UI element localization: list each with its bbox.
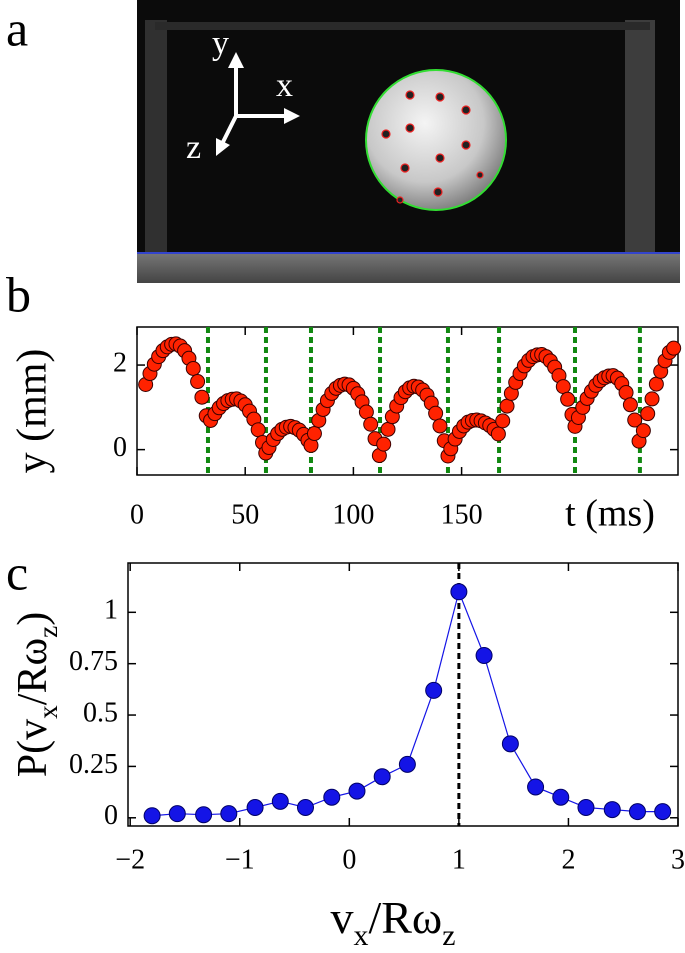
y-tick-label: 0.75 <box>69 646 118 677</box>
data-point <box>185 360 201 376</box>
label-part: z <box>442 919 455 952</box>
data-point <box>450 583 468 601</box>
plot-frame <box>127 562 679 827</box>
data-point <box>495 413 511 429</box>
y-tick-label: 2 <box>113 347 127 378</box>
data-point <box>577 799 595 817</box>
data-point <box>499 398 515 414</box>
y-tick-label: 0 <box>104 800 118 831</box>
y-tick-label: 0 <box>113 432 127 463</box>
data-point <box>603 801 621 819</box>
y-tick-label: 0.25 <box>69 749 118 780</box>
label-part: x <box>354 919 369 952</box>
x-tick-label: 0 <box>130 499 144 530</box>
panel-label: b <box>6 266 31 322</box>
label-part: /Rω <box>10 638 56 705</box>
label-part: z <box>33 626 63 638</box>
data-point <box>168 805 186 823</box>
data-point <box>306 426 322 442</box>
plot-frame <box>136 326 679 476</box>
data-point <box>348 782 366 800</box>
data-line <box>152 589 663 817</box>
data-point <box>644 391 660 407</box>
data-point <box>560 391 576 407</box>
data-point <box>475 646 493 664</box>
x-tick-label: 2 <box>561 844 575 875</box>
data-point <box>635 423 651 439</box>
panel-label: a <box>6 0 28 56</box>
y-tick-label: 0.5 <box>83 697 118 728</box>
x-tick-label: 0 <box>342 844 356 875</box>
axis-label: x <box>276 67 293 104</box>
axis-label: vx/Rωz <box>331 892 456 953</box>
data-point <box>296 799 314 817</box>
x-tick-label: 50 <box>231 499 259 530</box>
data-point <box>190 374 206 390</box>
data-point <box>432 418 448 434</box>
data-point <box>648 376 664 392</box>
label-part: ) <box>10 612 56 626</box>
data-point <box>666 340 682 356</box>
x-tick-label: −1 <box>225 844 255 875</box>
data-point <box>220 805 238 823</box>
x-tick-label: −2 <box>115 844 145 875</box>
data-point <box>250 422 266 438</box>
data-point <box>622 397 638 413</box>
data-point <box>501 735 519 753</box>
label-part: /Rω <box>368 892 442 943</box>
data-point <box>271 792 289 810</box>
data-point <box>640 406 656 422</box>
data-point <box>376 436 392 452</box>
data-point <box>552 788 570 806</box>
x-tick-label: 1 <box>452 844 466 875</box>
x-tick-label: 3 <box>671 844 685 875</box>
panel-label: c <box>6 544 28 600</box>
y-tick-label: 1 <box>104 595 118 626</box>
label-part: v <box>331 892 354 943</box>
data-point <box>363 416 379 432</box>
data-point <box>627 412 643 428</box>
photo: y x z <box>137 0 680 283</box>
y-axis-label: y (mm) <box>10 349 56 474</box>
data-point <box>373 768 391 786</box>
data-point <box>425 681 443 699</box>
data-point <box>490 426 506 442</box>
axis-label: z <box>186 129 201 166</box>
data-point <box>143 807 161 825</box>
x-axis-label: t (ms) <box>565 493 655 535</box>
data-point <box>246 799 264 817</box>
data-point <box>654 803 672 821</box>
data-point <box>380 421 396 437</box>
data-point <box>527 778 545 796</box>
label-part: x <box>33 705 63 719</box>
data-point <box>398 755 416 773</box>
x-tick-label: 150 <box>441 499 483 530</box>
data-point <box>323 788 341 806</box>
data-point <box>628 803 646 821</box>
data-point <box>195 806 213 824</box>
data-point <box>194 389 210 405</box>
data-point <box>555 379 571 395</box>
data-point <box>428 405 444 421</box>
label-part: P(v <box>10 719 56 777</box>
axis-label: P(vx/Rωz) <box>10 612 64 777</box>
axis-label: y <box>212 25 229 62</box>
x-tick-label: 100 <box>332 499 374 530</box>
